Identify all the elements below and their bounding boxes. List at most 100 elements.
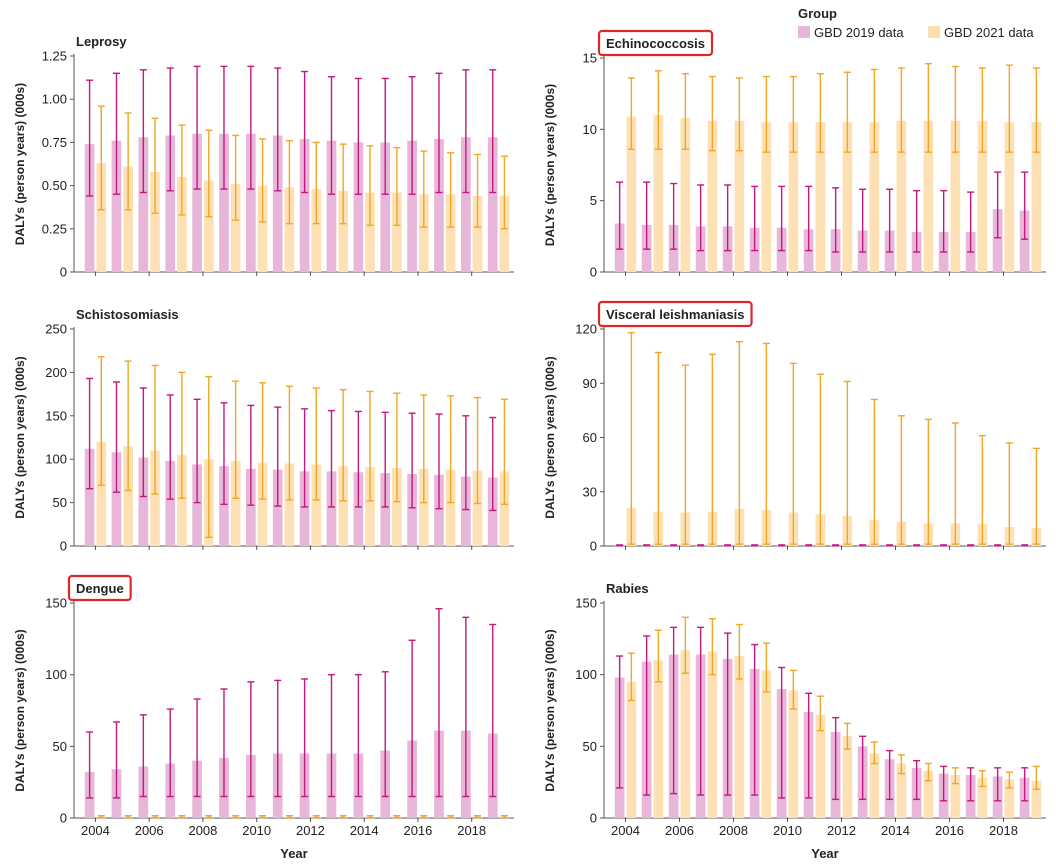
- bar-gbd-2019-data-2018: [992, 209, 1003, 272]
- x-tick-label-rabies-2016: 2016: [935, 823, 964, 838]
- bar-gbd-2019-data-2015: [380, 473, 391, 546]
- bar-gbd-2021-data-2018: [1004, 779, 1015, 818]
- y-tick-label-visceral-leishmaniasis: 90: [583, 376, 597, 391]
- x-tick-label-dengue-2012: 2012: [296, 823, 325, 838]
- bar-gbd-2019-data-2005: [111, 140, 122, 272]
- bar-gbd-2021-data-2017: [977, 120, 988, 272]
- bar-gbd-2019-data-2019: [487, 137, 498, 272]
- bar-gbd-2021-data-2016: [950, 120, 961, 272]
- bar-gbd-2021-data-2016: [950, 775, 961, 818]
- bar-gbd-2021-data-2004: [626, 681, 637, 818]
- panel-dengue: Dengue 0 50 100 150 DALYs (person years) (000…: [13, 574, 514, 861]
- panel-title-highlight-dengue: [67, 574, 132, 602]
- bar-gbd-2021-data-2012: [311, 189, 322, 272]
- bar-gbd-2021-data-2008: [203, 180, 214, 272]
- bar-gbd-2021-data-2005: [653, 660, 664, 818]
- y-tick-label-schistosomiasis: 250: [45, 322, 67, 337]
- y-axis-title-echinococcosis: DALYs (person years) (000s): [543, 84, 557, 246]
- bar-gbd-2021-data-2010: [257, 185, 268, 272]
- y-tick-label-leprosy: 0.50: [42, 178, 67, 193]
- bar-gbd-2021-data-2005: [123, 166, 133, 272]
- bar-gbd-2019-data-2013: [326, 471, 337, 546]
- series-gbd-2021-data-leprosy: [96, 105, 510, 272]
- y-tick-label-schistosomiasis: 0: [60, 539, 67, 554]
- x-tick-label-rabies-2008: 2008: [719, 823, 748, 838]
- bar-gbd-2019-data-2011: [272, 469, 283, 546]
- bar-gbd-2019-data-2011: [272, 135, 283, 272]
- bar-gbd-2019-data-2016: [407, 140, 417, 272]
- bar-gbd-2019-data-2007: [165, 460, 176, 546]
- x-tick-label-rabies-2018: 2018: [989, 823, 1018, 838]
- bar-gbd-2019-data-2010: [246, 133, 256, 272]
- bar-gbd-2021-data-2006: [680, 650, 691, 818]
- bar-gbd-2021-data-2013: [869, 753, 880, 818]
- series-gbd-2019-data-visceral-leishmaniasis: [614, 544, 1030, 547]
- bar-gbd-2021-data-2012: [842, 736, 853, 818]
- series-gbd-2021-data-rabies: [626, 616, 1042, 818]
- bar-gbd-2021-data-2007: [707, 120, 718, 272]
- y-tick-label-leprosy: 0: [60, 265, 67, 280]
- bar-gbd-2021-data-2019: [1031, 780, 1042, 818]
- y-tick-label-visceral-leishmaniasis: 30: [583, 484, 597, 499]
- y-tick-label-echinococcosis: 0: [590, 265, 597, 280]
- bar-gbd-2019-data-2008: [192, 464, 202, 546]
- y-tick-label-echinococcosis: 15: [583, 51, 597, 66]
- panel-title-highlight-echinococcosis: [597, 29, 714, 57]
- x-tick-label-dengue-2018: 2018: [457, 823, 486, 838]
- bar-gbd-2021-data-2009: [230, 183, 241, 272]
- y-tick-label-schistosomiasis: 50: [53, 495, 67, 510]
- bar-gbd-2021-data-2017: [977, 777, 988, 818]
- bar-gbd-2019-data-2006: [138, 457, 149, 546]
- x-tick-label-rabies-2012: 2012: [827, 823, 856, 838]
- panel-title-leprosy: Leprosy: [76, 34, 127, 49]
- bar-gbd-2021-data-2010: [788, 690, 799, 818]
- y-axis-title-dengue: DALYs (person years) (000s): [13, 629, 27, 791]
- y-tick-label-schistosomiasis: 100: [45, 452, 67, 467]
- legend-title: Group: [798, 6, 837, 21]
- x-tick-label-rabies-2004: 2004: [611, 823, 640, 838]
- x-tick-label-dengue-2008: 2008: [188, 823, 217, 838]
- bar-gbd-2019-data-2017: [434, 138, 444, 272]
- bar-gbd-2021-data-2004: [96, 441, 107, 546]
- bar-gbd-2021-data-2011: [815, 714, 826, 818]
- panel-title-dengue: Dengue: [76, 581, 124, 596]
- bar-gbd-2021-data-2005: [653, 115, 664, 272]
- y-axis-title-visceral-leishmaniasis: DALYs (person years) (000s): [543, 356, 557, 518]
- bar-gbd-2019-data-2019: [487, 477, 498, 546]
- y-tick-label-schistosomiasis: 150: [45, 408, 67, 423]
- bar-gbd-2021-data-2012: [311, 464, 322, 546]
- bar-gbd-2019-data-2016: [407, 473, 417, 546]
- bar-gbd-2019-data-2012: [299, 471, 310, 546]
- y-tick-label-visceral-leishmaniasis: 120: [575, 322, 597, 337]
- bar-gbd-2019-data-2004: [84, 448, 95, 546]
- legend-label-gbd-2019: GBD 2019 data: [814, 25, 904, 40]
- bar-gbd-2021-data-2006: [150, 450, 160, 546]
- bar-gbd-2021-data-2015: [392, 192, 402, 272]
- bar-gbd-2021-data-2014: [365, 467, 375, 546]
- y-tick-label-dengue: 50: [53, 739, 67, 754]
- bar-gbd-2021-data-2004: [96, 163, 107, 272]
- bar-gbd-2021-data-2016: [418, 468, 429, 546]
- bar-gbd-2021-data-2013: [338, 466, 348, 546]
- x-axis-title-dengue: Year: [280, 846, 307, 861]
- y-tick-label-rabies: 50: [583, 739, 597, 754]
- panel-echinococcosis: Echinococcosis 0 5 10 15 DALYs (person years)…: [543, 29, 1046, 280]
- series-gbd-2019-data-rabies: [614, 626, 1030, 818]
- bar-gbd-2021-data-2018: [1004, 122, 1015, 272]
- legend: Group GBD 2019 data GBD 2021 data: [798, 6, 1034, 40]
- bar-gbd-2021-data-2018: [472, 195, 483, 272]
- bar-gbd-2021-data-2011: [815, 122, 826, 272]
- legend-swatch-gbd-2019: [798, 26, 810, 38]
- bar-gbd-2019-data-2019: [1019, 210, 1030, 272]
- y-tick-label-visceral-leishmaniasis: 60: [583, 430, 597, 445]
- bar-gbd-2021-data-2007: [177, 454, 187, 546]
- panel-title-echinococcosis: Echinococcosis: [606, 36, 705, 51]
- bar-gbd-2021-data-2011: [284, 187, 295, 272]
- bar-gbd-2021-data-2015: [923, 770, 934, 818]
- y-tick-label-rabies: 0: [590, 811, 597, 826]
- bar-gbd-2019-data-2017: [434, 474, 444, 546]
- bar-gbd-2019-data-2008: [192, 133, 202, 272]
- y-tick-label-visceral-leishmaniasis: 0: [590, 539, 597, 554]
- y-axis-title-schistosomiasis: DALYs (person years) (000s): [13, 356, 27, 518]
